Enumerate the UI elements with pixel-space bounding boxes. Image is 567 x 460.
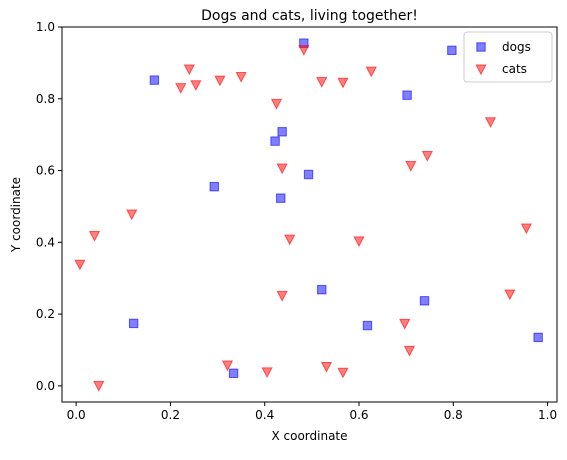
- axes-frame: [61, 26, 558, 403]
- x-ticks: 0.0 0.2 0.4 0.6 0.8 1.0: [67, 402, 557, 422]
- chart-title: Dogs and cats, living together!: [201, 8, 418, 24]
- cats-point-24: [221, 360, 234, 372]
- x-tick-label: 0.8: [444, 408, 463, 422]
- plot-marks: [74, 38, 543, 392]
- cats-point-25: [320, 361, 333, 373]
- cats-point-16: [88, 230, 101, 242]
- dogs-point-14: [228, 368, 239, 378]
- dogs-point-6: [303, 169, 314, 180]
- dogs-point-10: [419, 296, 430, 306]
- cats-point-9: [270, 98, 283, 110]
- dogs-point-8: [276, 193, 286, 203]
- y-tick-label: 0.4: [36, 235, 55, 249]
- series-cats: [74, 45, 532, 392]
- cats-point-4: [214, 75, 226, 87]
- cats-point-14: [126, 209, 138, 221]
- series-dogs: [128, 38, 543, 378]
- cats-point-3: [235, 72, 247, 83]
- cats-point-6: [337, 77, 349, 89]
- cats-point-20: [504, 289, 516, 301]
- cats-point-0: [298, 45, 310, 56]
- cats-point-19: [74, 259, 86, 271]
- dogs-point-5: [270, 136, 280, 146]
- cats-point-2: [365, 66, 377, 78]
- x-tick-label: 0.4: [255, 408, 274, 422]
- cats-point-15: [520, 223, 532, 235]
- cats-point-13: [276, 163, 288, 175]
- cats-point-28: [93, 380, 105, 392]
- x-axis-label: X coordinate: [271, 429, 347, 443]
- cats-point-18: [353, 236, 365, 248]
- cats-point-8: [175, 83, 187, 94]
- cats-point-5: [316, 77, 328, 88]
- y-tick-label: 1.0: [36, 20, 55, 34]
- dogs-point-4: [277, 127, 287, 137]
- cats-point-23: [403, 345, 416, 357]
- cats-point-12: [405, 161, 417, 172]
- legend-box: [463, 31, 553, 83]
- dogs-point-2: [447, 45, 457, 56]
- dogs-point-13: [533, 332, 543, 343]
- y-tick-label: 0.2: [36, 307, 55, 321]
- y-axis-label: Y coordinate: [9, 177, 23, 253]
- cats-point-7: [190, 80, 202, 92]
- legend-marker-dogs: [476, 42, 486, 52]
- legend-label-cats: cats: [502, 62, 527, 76]
- cats-point-26: [261, 367, 273, 379]
- dogs-point-0: [149, 75, 160, 85]
- y-tick-label: 0.8: [36, 92, 55, 106]
- cats-point-21: [276, 290, 288, 302]
- legend-label-dogs: dogs: [502, 40, 531, 54]
- y-tick-label: 0.0: [36, 379, 55, 393]
- cats-point-11: [421, 150, 433, 162]
- cats-point-10: [484, 117, 497, 129]
- dogs-point-12: [362, 320, 373, 331]
- y-tick-label: 0.6: [36, 164, 55, 178]
- cats-point-27: [337, 367, 349, 379]
- x-tick-label: 0.6: [349, 408, 368, 422]
- x-tick-label: 0.0: [67, 408, 86, 422]
- x-tick-label: 0.2: [161, 408, 180, 422]
- cats-point-1: [183, 64, 195, 76]
- cats-point-22: [399, 318, 411, 330]
- dogs-point-3: [402, 90, 412, 100]
- dogs-point-9: [317, 284, 327, 295]
- dogs-point-7: [209, 181, 219, 192]
- x-tick-label: 1.0: [538, 408, 557, 422]
- dogs-point-11: [128, 318, 139, 329]
- legend: dogs cats: [463, 31, 553, 83]
- legend-marker-cats: [475, 64, 487, 76]
- y-ticks: 0.0 0.2 0.4 0.6 0.8 1.0: [36, 20, 62, 393]
- cats-point-17: [284, 234, 296, 246]
